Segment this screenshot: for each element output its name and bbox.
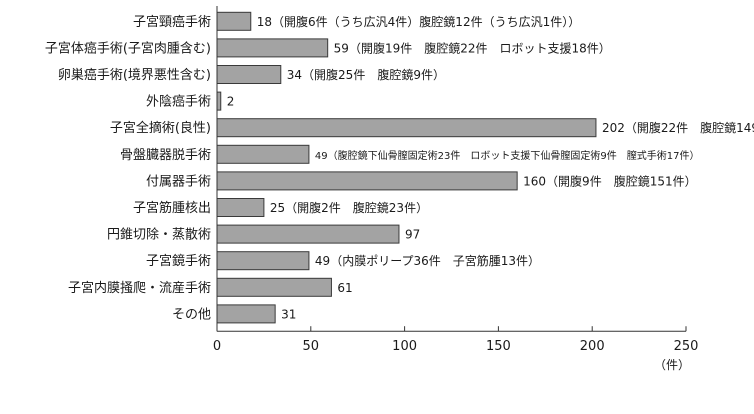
bars-layer bbox=[216, 11, 597, 324]
data-label: 59（開腹19件 腹腔鏡22件 ロボット支援18件） bbox=[334, 40, 611, 55]
data-label: 61 bbox=[337, 281, 352, 295]
category-label: 円錐切除・蒸散術 bbox=[107, 228, 211, 243]
category-label: その他 bbox=[172, 307, 211, 322]
category-label: 子宮頸癌手術 bbox=[133, 14, 211, 30]
category-label: 卵巣癌手術(境界悪性含む) bbox=[58, 67, 211, 83]
category-label: 子宮全摘術(良性) bbox=[110, 120, 211, 136]
data-label: 31 bbox=[281, 307, 296, 321]
category-label: 子宮筋腫核出 bbox=[133, 200, 211, 216]
category-label: 骨盤臓器脱手術 bbox=[120, 148, 211, 163]
data-label: 49（腹腔鏡下仙骨膣固定術23件 ロボット支援下仙骨膣固定術9件 膣式手術17件… bbox=[315, 149, 700, 162]
bar bbox=[216, 198, 265, 217]
bar bbox=[216, 251, 310, 271]
data-label: 202（開腹22件 腹腔鏡149件 ロボット31件） bbox=[602, 120, 754, 135]
category-label: 子宮内膜掻爬・流産手術 bbox=[68, 280, 211, 296]
category-label: 外陰癌手術 bbox=[146, 94, 211, 110]
bar bbox=[216, 11, 252, 31]
data-label: 2 bbox=[227, 95, 235, 109]
bar bbox=[216, 277, 332, 297]
bar bbox=[216, 144, 310, 164]
bar bbox=[216, 224, 400, 244]
x-tick-label: 150 bbox=[486, 339, 511, 354]
x-axis-unit: （件） bbox=[654, 358, 690, 372]
data-label: 34（開腹25件 腹腔鏡9件） bbox=[287, 67, 445, 82]
data-labels: 18（開腹6件（うち広汎4件）腹腔鏡12件（うち広汎1件）） 59（開腹19件 腹… bbox=[227, 14, 754, 322]
data-label: 18（開腹6件（うち広汎4件）腹腔鏡12件（うち広汎1件）） bbox=[257, 14, 580, 29]
x-tick-label: 50 bbox=[303, 339, 320, 354]
data-label: 97 bbox=[405, 228, 420, 242]
x-axis: 0 50 100 150 200 250 bbox=[213, 6, 699, 354]
category-label: 子宮体癌手術(子宮肉腫含む) bbox=[45, 40, 211, 56]
data-label: 49（内膜ポリープ36件 子宮筋腫13件） bbox=[315, 253, 540, 268]
x-tick-label: 250 bbox=[674, 339, 699, 354]
x-tick-label: 100 bbox=[392, 339, 417, 354]
category-label: 子宮鏡手術 bbox=[146, 253, 211, 269]
data-label: 25（開腹2件 腹腔鏡23件） bbox=[270, 200, 428, 215]
bar bbox=[216, 171, 518, 191]
bar bbox=[216, 118, 597, 138]
bar bbox=[216, 38, 329, 58]
x-tick-label: 0 bbox=[213, 339, 221, 354]
bar bbox=[216, 65, 282, 84]
bar bbox=[216, 91, 222, 111]
bar bbox=[216, 304, 276, 324]
data-label: 160（開腹9件 腹腔鏡151件） bbox=[523, 173, 696, 188]
x-tick-label: 200 bbox=[580, 339, 605, 354]
category-label: 付属器手術 bbox=[146, 174, 211, 189]
